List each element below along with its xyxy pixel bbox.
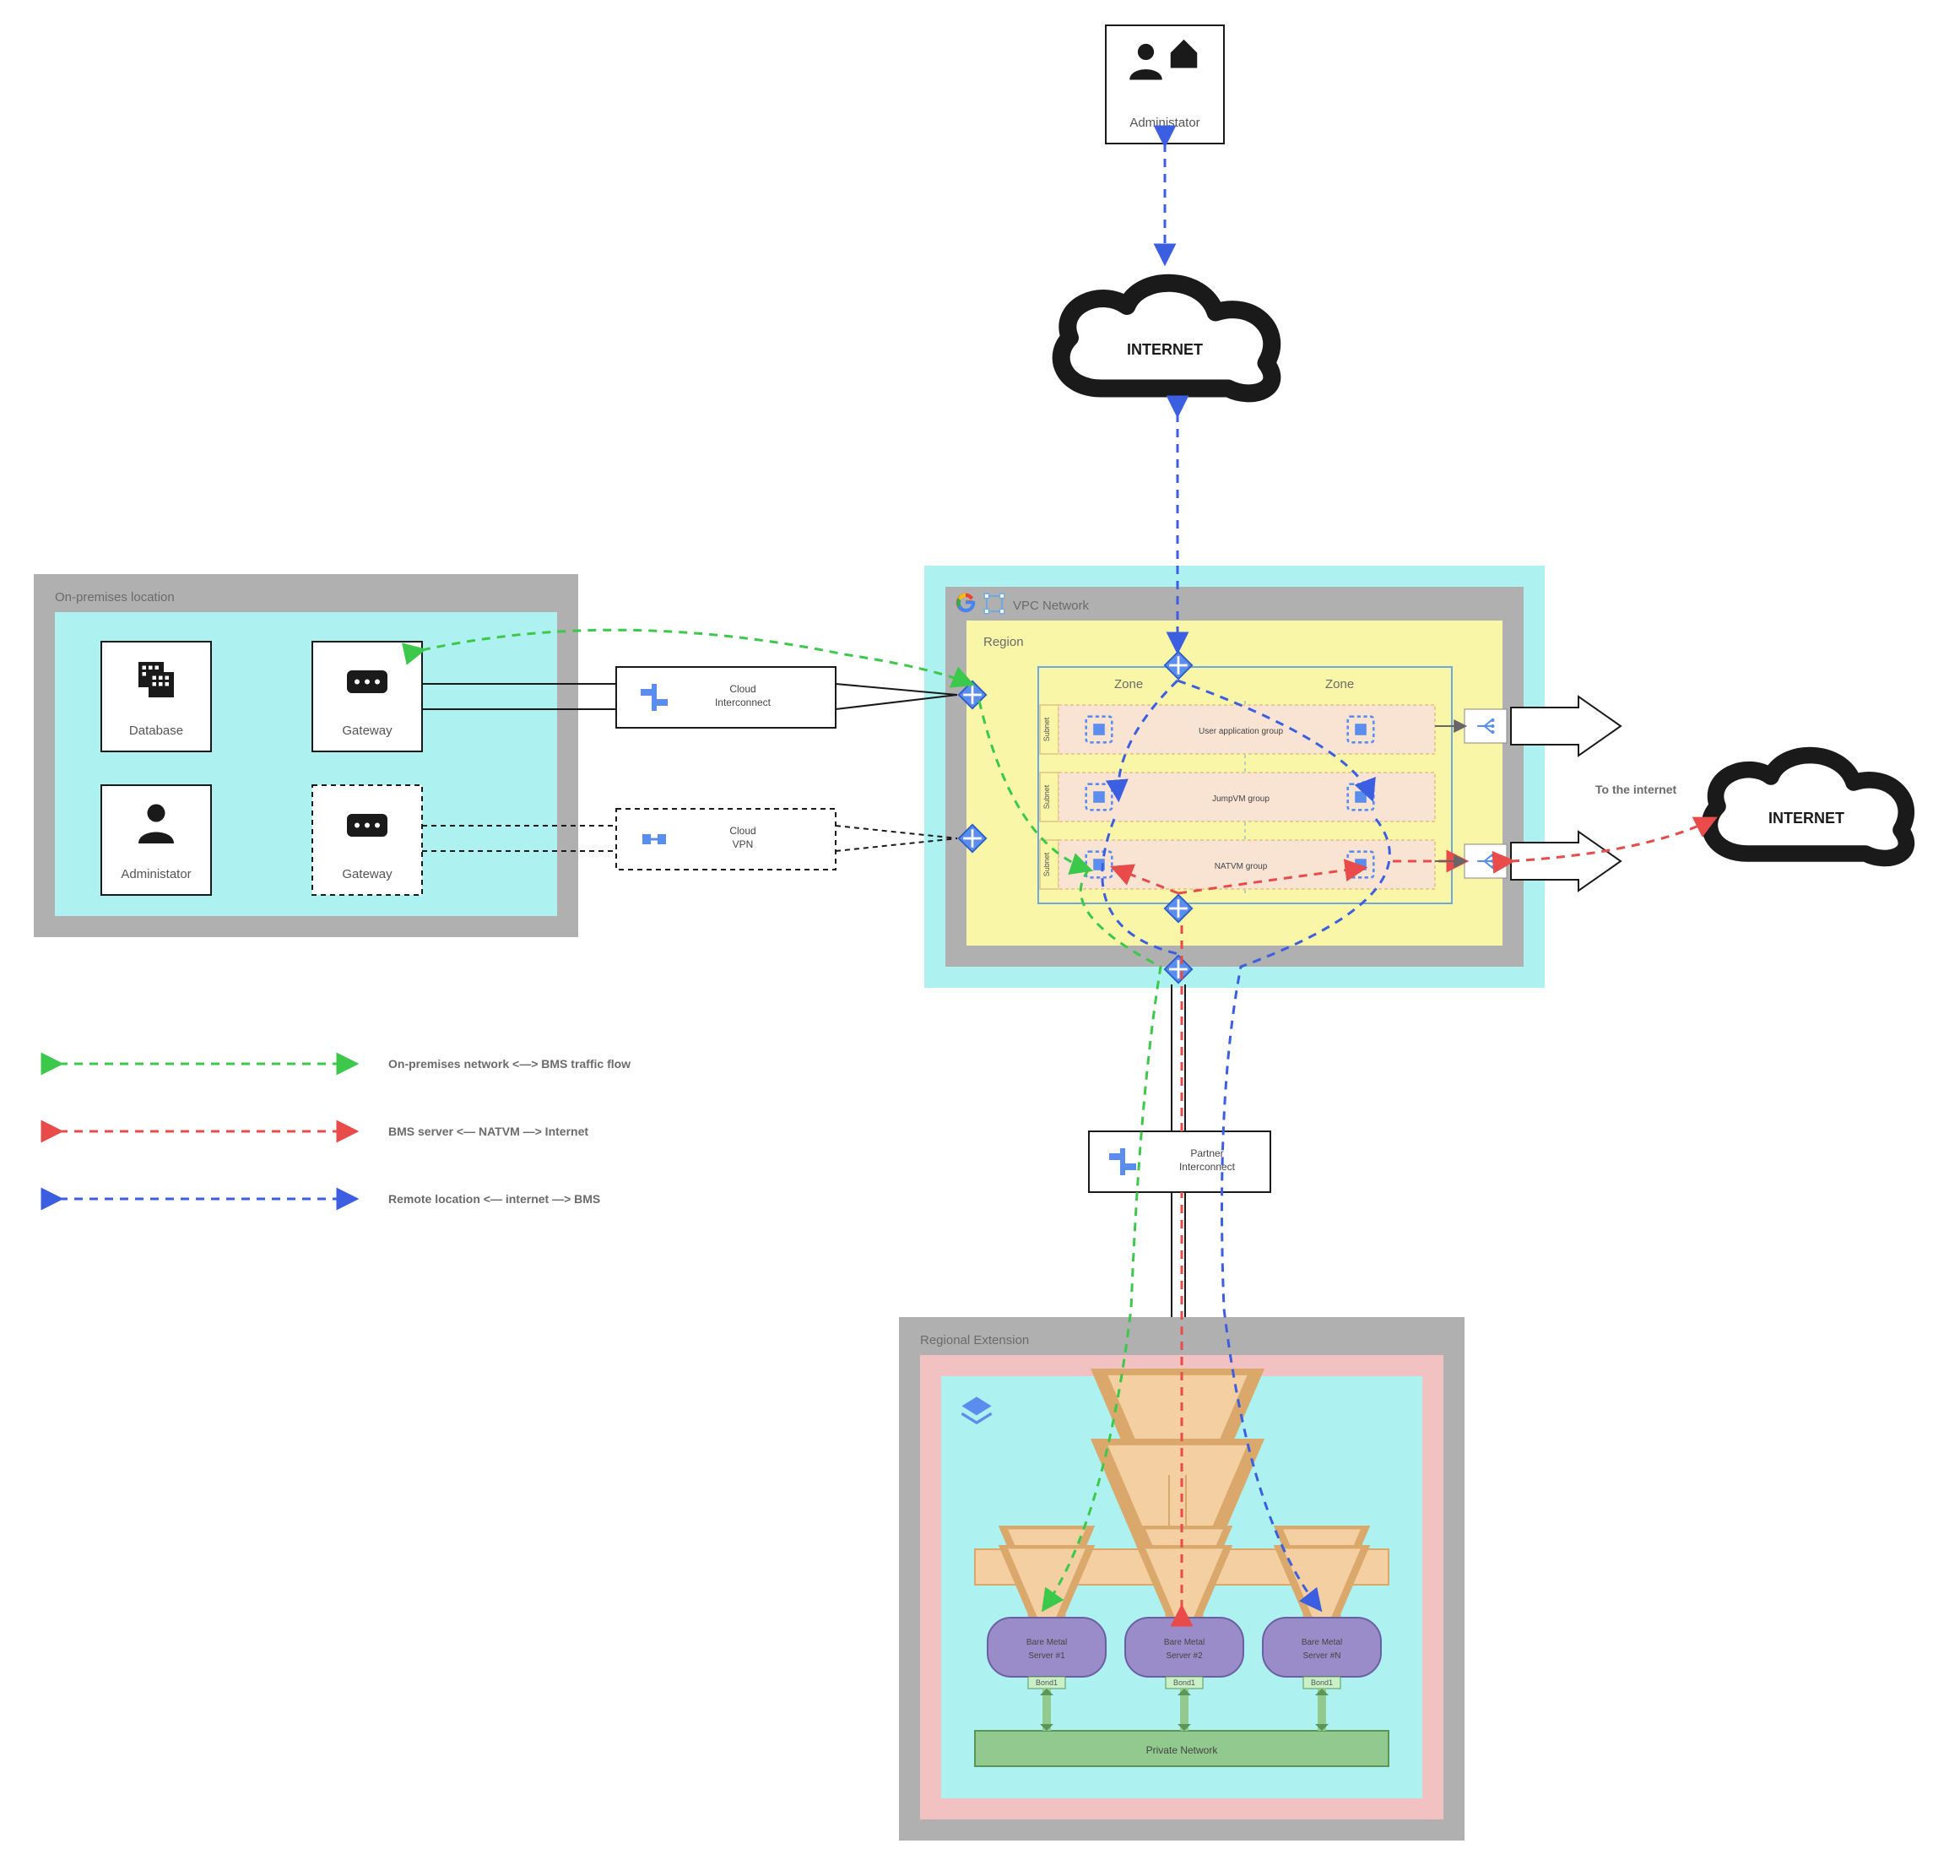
svg-text:Bond0: Bond0 [1311, 1608, 1333, 1616]
svg-text:Zone: Zone [1325, 677, 1354, 691]
to-internet-label: To the internet [1595, 783, 1677, 796]
svg-text:Gateway: Gateway [342, 724, 393, 738]
svg-text:INTERNET: INTERNET [1127, 341, 1203, 358]
onprem-gateway-2: Gateway [312, 785, 422, 895]
svg-text:VPC Network: VPC Network [1013, 599, 1090, 613]
svg-text:Regional Extension: Regional Extension [920, 1333, 1029, 1347]
right-internet-cloud: INTERNET [1709, 756, 1906, 859]
svg-text:Region: Region [983, 635, 1024, 649]
svg-text:On-premises network <—> BMS tr: On-premises network <—> BMS traffic flow [388, 1057, 631, 1071]
svg-text:Administator: Administator [1129, 116, 1199, 130]
svg-text:User application group: User application group [1199, 727, 1283, 736]
svg-text:BMS server <— NATVM —> Int: BMS server <— NATVM —> Internet [388, 1125, 588, 1138]
onprem-admin: Administator [101, 785, 211, 895]
onprem-title: On-premises location [55, 590, 175, 605]
svg-text:Subnet: Subnet [1042, 717, 1051, 741]
architecture-diagram: On-premises location Database Gateway Ad… [0, 0, 1960, 1872]
subnet-rows: Subnet User application group Subnet JumpVM… [1040, 705, 1435, 889]
svg-text:Server #N: Server #N [1302, 1651, 1340, 1661]
svg-text:Subnet: Subnet [1042, 852, 1051, 876]
svg-text:Zone: Zone [1114, 677, 1143, 691]
svg-text:JumpVM group: JumpVM group [1212, 794, 1270, 804]
svg-text:Bare Metal: Bare Metal [1026, 1638, 1067, 1647]
svg-text:Administator: Administator [121, 867, 191, 881]
svg-text:Bare Metal: Bare Metal [1302, 1638, 1342, 1647]
svg-text:Bond1: Bond1 [1311, 1678, 1333, 1687]
partner-interconnect-box: PartnerInterconnect [1089, 1131, 1270, 1192]
lb-bottom [1465, 844, 1507, 878]
svg-text:NATVM group: NATVM group [1215, 862, 1268, 871]
top-internet-cloud: INTERNET [1061, 283, 1272, 393]
svg-text:Bond1: Bond1 [1036, 1678, 1058, 1687]
svg-text:Remote location <— internet: Remote location <— internet —> BMS [388, 1192, 600, 1206]
svg-text:Bond1: Bond1 [1173, 1678, 1195, 1687]
svg-text:Bare Metal: Bare Metal [1164, 1638, 1205, 1647]
svg-text:Bond0: Bond0 [1173, 1608, 1195, 1616]
svg-text:Server #1: Server #1 [1028, 1651, 1065, 1661]
top-admin: Administator [1106, 25, 1224, 144]
svg-text:INTERNET: INTERNET [1768, 810, 1844, 827]
cloud-vpn-box: CloudVPN [616, 809, 836, 870]
svg-text:Bond0: Bond0 [1036, 1608, 1058, 1616]
onprem-block: On-premises location Database Gateway Ad… [34, 574, 578, 937]
svg-text:Private Network: Private Network [1146, 1744, 1219, 1756]
onprem-gateway-1: Gateway [312, 642, 422, 751]
svg-text:Database: Database [129, 724, 183, 738]
lb-top [1465, 709, 1507, 743]
cloud-interconnect-box: CloudInterconnect [616, 667, 836, 728]
svg-text:Gateway: Gateway [342, 867, 393, 881]
legend: On-premises network <—> BMS traffic flow… [59, 1057, 631, 1206]
onprem-database: Database [101, 642, 211, 751]
svg-text:Server #2: Server #2 [1166, 1651, 1203, 1661]
svg-text:Subnet: Subnet [1042, 784, 1051, 809]
